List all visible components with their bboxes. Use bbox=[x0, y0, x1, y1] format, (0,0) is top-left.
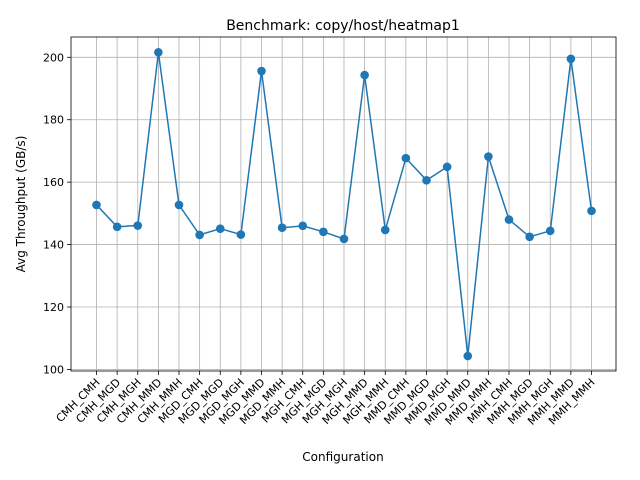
data-point bbox=[484, 152, 493, 161]
data-point bbox=[215, 224, 225, 233]
data-point bbox=[195, 230, 204, 240]
data-point bbox=[401, 153, 411, 163]
y-axis-label: Avg Throughput (GB/s) bbox=[14, 136, 28, 273]
data-point bbox=[257, 66, 266, 76]
data-point bbox=[174, 200, 184, 210]
data-point bbox=[504, 215, 514, 224]
data-point bbox=[422, 175, 431, 185]
y-tick-label: 200 bbox=[43, 51, 64, 64]
data-point bbox=[566, 54, 576, 64]
x-axis-label: Configuration bbox=[302, 450, 383, 464]
data-point bbox=[112, 222, 122, 232]
data-point bbox=[360, 70, 369, 80]
y-tick-label: 120 bbox=[43, 301, 64, 314]
data-point bbox=[236, 230, 246, 239]
data-point bbox=[133, 221, 143, 230]
y-axis: 100 120 140 160 180 200 bbox=[43, 51, 71, 376]
data-point bbox=[298, 221, 308, 231]
data-point bbox=[92, 200, 101, 210]
chart-title: Benchmark: copy/host/heatmap1 bbox=[226, 18, 460, 34]
plot-frame bbox=[70, 36, 617, 372]
data-point bbox=[525, 232, 534, 242]
data-point bbox=[380, 225, 390, 235]
x-axis: CMH_CMHCMH_MGDCMH_MGHCMH_MMDCMH_MMHMGD_C… bbox=[54, 371, 598, 428]
data-point bbox=[463, 351, 473, 361]
y-tick-label: 140 bbox=[43, 239, 64, 252]
y-tick-label: 160 bbox=[43, 176, 64, 189]
grid bbox=[71, 37, 616, 371]
y-tick-label: 180 bbox=[43, 114, 64, 127]
series bbox=[92, 47, 596, 361]
data-point bbox=[339, 234, 349, 244]
y-tick-label: 100 bbox=[43, 363, 64, 376]
data-point bbox=[277, 223, 287, 233]
data-point bbox=[154, 47, 163, 57]
data-point bbox=[319, 227, 328, 237]
data-point bbox=[442, 162, 452, 172]
data-point bbox=[587, 206, 596, 216]
data-point bbox=[545, 226, 555, 236]
